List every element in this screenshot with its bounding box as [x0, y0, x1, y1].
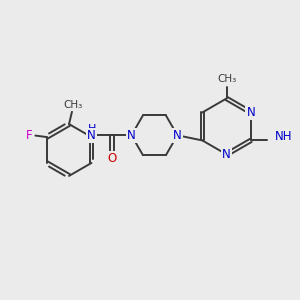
Text: F: F — [26, 129, 32, 142]
Text: CH₃: CH₃ — [63, 100, 82, 110]
Text: N: N — [246, 106, 255, 119]
Text: H: H — [88, 124, 96, 134]
Text: NH: NH — [275, 130, 293, 143]
Text: CH₃: CH₃ — [217, 74, 236, 84]
Text: N: N — [127, 129, 136, 142]
Text: N: N — [173, 129, 182, 142]
Text: O: O — [108, 152, 117, 165]
Text: N: N — [87, 129, 96, 142]
Text: N: N — [222, 148, 231, 161]
